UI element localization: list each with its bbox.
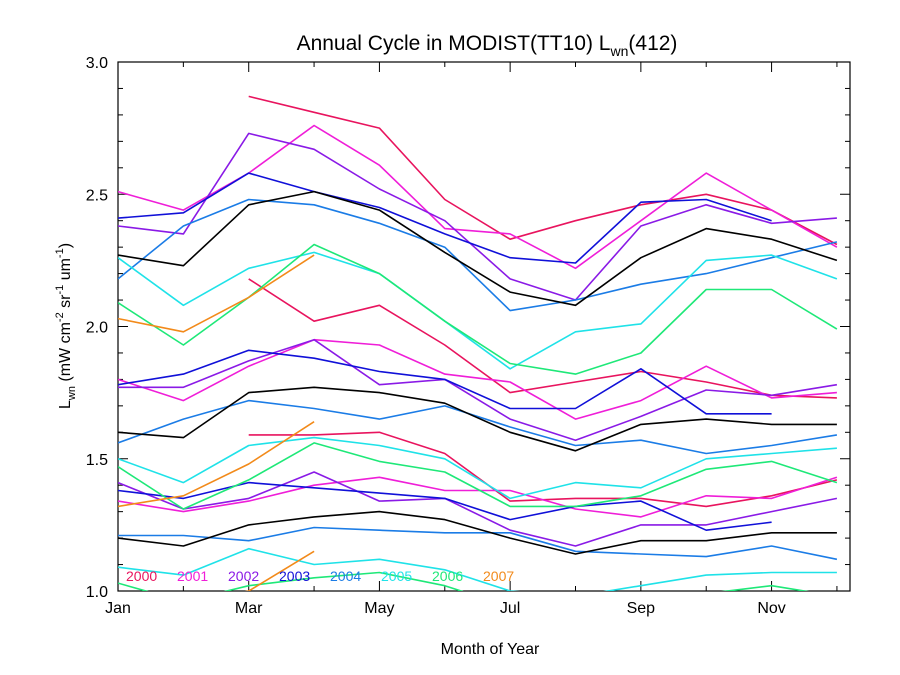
x-tick-label: Nov [757, 600, 785, 617]
y-axis-title-part: ) [57, 243, 74, 248]
legend-item-2003: 2003 [279, 568, 310, 584]
x-tick-label: Sep [627, 600, 656, 617]
x-tick-label: Mar [235, 600, 263, 617]
series-2002 [118, 132, 838, 547]
series-line [118, 198, 838, 312]
series-line [118, 251, 838, 370]
series-lines [118, 95, 838, 591]
x-tick-label: May [364, 600, 394, 617]
legend-item-2004: 2004 [330, 568, 361, 584]
axis-tick-labels: Jan Mar May Jul Sep Nov 1.0 1.5 2.0 2.5 3.0 [86, 55, 786, 617]
series-line [118, 386, 837, 452]
y-axis-title-part: (mW cm [57, 322, 74, 386]
series-line [244, 550, 315, 591]
series-line [118, 243, 838, 375]
series-2006 [118, 243, 838, 591]
x-tick-label: Jul [500, 600, 520, 617]
legend: 2000 2001 2002 2003 2004 2005 2006 2007 [126, 568, 514, 584]
legend-item-2001: 2001 [177, 568, 208, 584]
series-2005 [118, 251, 838, 591]
series-line [118, 436, 837, 500]
y-tick-label: 3.0 [86, 55, 108, 72]
series-line [118, 254, 315, 333]
series-line [118, 510, 837, 555]
series-line [118, 190, 838, 307]
series-line [118, 349, 772, 415]
chart-title-subscript: wn [610, 43, 629, 59]
legend-item-2002: 2002 [228, 568, 259, 584]
chart-title-suffix: (412) [628, 32, 677, 55]
y-axis-title-part: um [57, 258, 74, 285]
x-tick-label: Jan [105, 600, 131, 617]
y-axis-title-part: -1 [54, 285, 66, 295]
legend-item-2005: 2005 [381, 568, 412, 584]
chart-title-main: Annual Cycle in MODIST(TT10) L [297, 32, 611, 55]
series-line [118, 571, 810, 591]
series-line [118, 338, 838, 442]
series-line [118, 526, 838, 561]
series-line [118, 471, 838, 547]
y-tick-label: 2.0 [86, 320, 108, 337]
series-line [118, 399, 838, 455]
series-line [248, 431, 838, 508]
legend-item-2006: 2006 [432, 568, 463, 584]
x-axis-title: Month of Year [441, 641, 540, 658]
series-line [118, 132, 837, 301]
series-line [248, 278, 837, 399]
series-line [118, 481, 772, 532]
series-line [118, 172, 772, 264]
legend-item-2007: 2007 [483, 568, 514, 584]
series-2007 [118, 254, 315, 591]
y-axis-title-part: -2 [54, 312, 66, 322]
y-axis-title-part: L [57, 400, 74, 409]
series-line [118, 547, 837, 591]
y-tick-label: 2.5 [86, 187, 108, 204]
legend-item-2000: 2000 [126, 568, 157, 584]
series-mean [118, 190, 838, 555]
series-2004 [118, 198, 838, 561]
y-axis-title: Lwn (mW cm-2 sr-1 um-1) [54, 243, 78, 409]
series-line [248, 95, 838, 246]
series-line [118, 476, 838, 518]
series-line [118, 421, 315, 508]
y-tick-label: 1.0 [86, 584, 108, 601]
chart-title: Annual Cycle in MODIST(TT10) Lwn(412) [297, 32, 678, 59]
series-line [118, 338, 837, 420]
series-line [118, 442, 838, 510]
y-axis-title-part: -1 [54, 248, 66, 258]
series-line [118, 124, 838, 270]
y-axis-title-part: wn [66, 386, 78, 401]
series-2000 [248, 95, 838, 508]
series-2003 [118, 172, 772, 532]
y-axis-title-part: sr [57, 294, 74, 312]
y-tick-label: 1.5 [86, 452, 108, 469]
